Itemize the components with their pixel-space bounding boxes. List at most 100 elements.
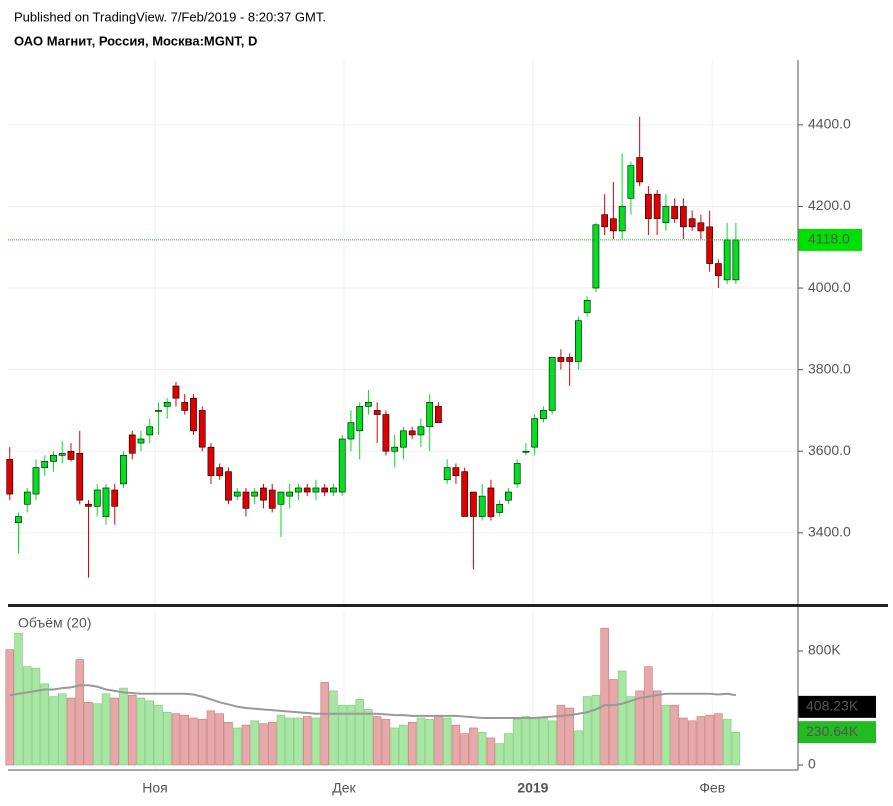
volume-bar — [267, 721, 277, 766]
candle-body — [557, 357, 565, 362]
candle-body — [365, 401, 372, 407]
candle-body — [548, 357, 556, 411]
volume-bar — [477, 731, 487, 766]
candle-body — [76, 452, 84, 501]
volume-bar — [451, 724, 461, 766]
volume-bar — [661, 704, 671, 766]
y-tick-label: 3600.0 — [808, 442, 851, 458]
volume-bar — [259, 723, 268, 766]
volume-bar — [23, 666, 32, 766]
candle-body — [732, 239, 740, 281]
y-tick-label: 0 — [808, 756, 816, 772]
candle-body — [23, 491, 31, 505]
volume-bar — [582, 696, 592, 766]
candle-body — [347, 422, 355, 440]
x-tick-label: Ноя — [142, 780, 167, 796]
candle-body — [295, 487, 302, 493]
volume-bar — [136, 697, 146, 766]
pane-separator — [8, 604, 888, 607]
volume-bar — [539, 717, 548, 766]
candle-body — [443, 467, 451, 481]
candle-body — [50, 455, 57, 462]
volume-bar — [425, 719, 434, 766]
candle-body — [93, 489, 101, 507]
candle-body — [618, 206, 626, 232]
candle-body — [111, 489, 119, 507]
volume-bar — [5, 649, 14, 766]
volume-bar — [49, 696, 58, 766]
volume-bar — [75, 659, 84, 766]
volume-bar — [434, 716, 443, 766]
volume-bar — [320, 682, 329, 766]
candle-body — [6, 459, 14, 495]
volume-bar — [241, 724, 251, 766]
candle-body — [338, 438, 346, 493]
volume-bar — [670, 704, 679, 766]
volume-bar — [705, 714, 714, 766]
volume-bar — [145, 700, 154, 766]
candle-body — [41, 461, 49, 468]
y-tick-label: 4200.0 — [808, 197, 851, 213]
candle-body — [645, 193, 652, 219]
volume-bar — [530, 717, 539, 766]
volume-bar — [40, 683, 49, 766]
candle-body — [680, 206, 687, 228]
volume-bar — [14, 632, 23, 766]
last-price-box — [798, 228, 862, 251]
volume-bar — [600, 627, 609, 766]
candle-body — [496, 503, 504, 513]
x-tick-label: Дек — [332, 780, 356, 796]
volume-bar — [311, 717, 321, 766]
candle-body — [102, 487, 110, 517]
candle-body — [277, 491, 285, 505]
vol-label: 230.64K — [806, 723, 859, 739]
candle-body — [181, 401, 189, 411]
y-tick-label: 3800.0 — [808, 360, 851, 376]
candle-body — [268, 489, 276, 509]
volume-bar — [390, 727, 399, 766]
candle-body — [382, 414, 390, 452]
volume-bar — [206, 710, 216, 766]
volume-bar — [687, 720, 697, 766]
candle-body — [400, 430, 407, 448]
volume-bar — [101, 693, 111, 766]
candle-body — [470, 491, 477, 517]
candle-body — [32, 467, 40, 495]
volume-bar — [574, 730, 583, 766]
candle-body — [207, 446, 215, 477]
volume-bar — [337, 704, 347, 766]
candle-body — [216, 467, 224, 477]
x-tick-label: Фев — [699, 780, 725, 796]
candle-body — [461, 471, 469, 517]
volume-bar — [635, 690, 644, 766]
volume-bar — [294, 717, 303, 766]
volume-bar — [609, 679, 618, 766]
candle-body — [128, 434, 136, 454]
volume-bar — [696, 716, 706, 766]
volume-bar — [58, 693, 67, 766]
published: Published on TradingView. 7/Feb/2019 - 8… — [14, 9, 326, 24]
candle-body — [233, 491, 241, 497]
candle-body — [303, 487, 311, 493]
candle-body — [426, 401, 434, 428]
candle-body — [85, 503, 92, 507]
last-price-label: 4118.0 — [808, 231, 850, 247]
candle-body — [356, 406, 364, 432]
volume-bar — [486, 737, 496, 766]
candle-body — [531, 418, 539, 448]
candle-body — [146, 426, 154, 436]
volume-bar — [556, 704, 566, 766]
volume-bar — [215, 713, 224, 766]
volume-bar — [399, 724, 408, 766]
volume-bar — [679, 717, 688, 766]
volume-bar — [154, 704, 163, 766]
candle-body — [417, 426, 425, 436]
volume-bar — [731, 731, 741, 766]
y-tick-label: 3400.0 — [808, 524, 851, 540]
candle-body — [723, 239, 731, 281]
candle-body — [312, 487, 320, 493]
volume-bar — [416, 717, 426, 766]
candle-body — [478, 495, 486, 517]
candle-body — [137, 438, 145, 444]
